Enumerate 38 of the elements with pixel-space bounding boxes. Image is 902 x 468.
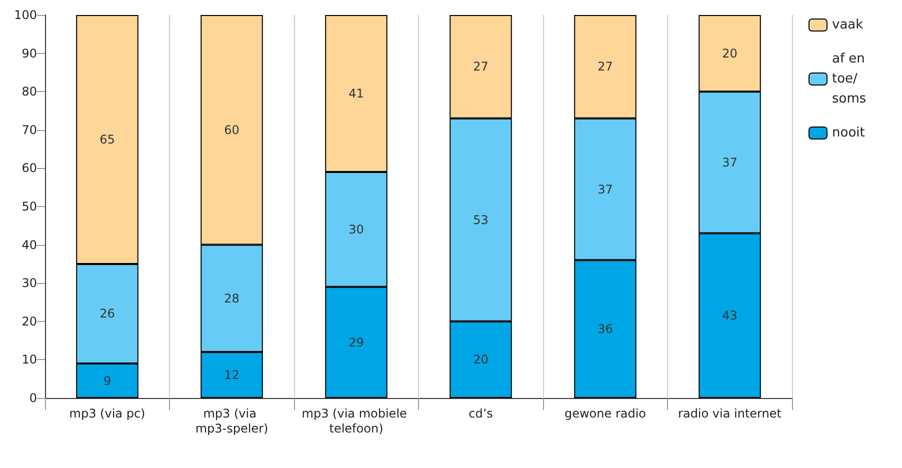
data-label: 9	[103, 374, 112, 388]
x-tick-label: cd’s	[468, 406, 493, 420]
data-label: 27	[473, 60, 488, 74]
data-label: 12	[224, 368, 240, 382]
y-tick-label: 60	[22, 161, 37, 176]
data-label: 20	[473, 352, 488, 367]
data-label: 65	[100, 132, 115, 146]
y-tick-label: 20	[22, 314, 37, 328]
data-label: 60	[224, 122, 240, 137]
x-tick-label: gewone radio	[564, 406, 646, 420]
y-tick-label: 50	[22, 200, 37, 214]
data-label: 43	[722, 308, 738, 323]
y-tick-label: 40	[22, 238, 37, 252]
y-tick-label: 10	[22, 352, 37, 367]
x-tick-label: mp3 (via mobiele telefoon)	[302, 406, 411, 436]
data-label: 36	[598, 322, 613, 336]
y-tick-label: 0	[29, 391, 37, 405]
x-tick-label: radio via internet	[678, 406, 782, 420]
x-tick-label: mp3 (via pc)	[69, 406, 146, 420]
legend-label: nooit	[832, 126, 865, 140]
y-tick-label: 80	[22, 84, 37, 99]
data-label: 41	[348, 86, 364, 101]
data-label: 30	[348, 222, 364, 236]
legend-label: vaak	[832, 18, 864, 32]
legend-label: af en toe/ soms	[832, 52, 870, 106]
data-label: 20	[722, 46, 738, 60]
data-label: 53	[473, 212, 488, 227]
data-label: 26	[100, 306, 115, 321]
y-tick-label: 30	[22, 276, 37, 290]
data-label: 37	[722, 155, 738, 170]
y-tick-label: 70	[22, 122, 37, 137]
x-tick-label: mp3 (via mp3-speler)	[195, 406, 268, 436]
y-tick-label: 100	[14, 8, 37, 22]
data-label: 28	[224, 291, 240, 306]
data-label: 37	[598, 182, 613, 196]
data-label: 29	[348, 335, 364, 350]
y-tick-label: 90	[22, 46, 37, 60]
data-label: 27	[598, 60, 613, 74]
